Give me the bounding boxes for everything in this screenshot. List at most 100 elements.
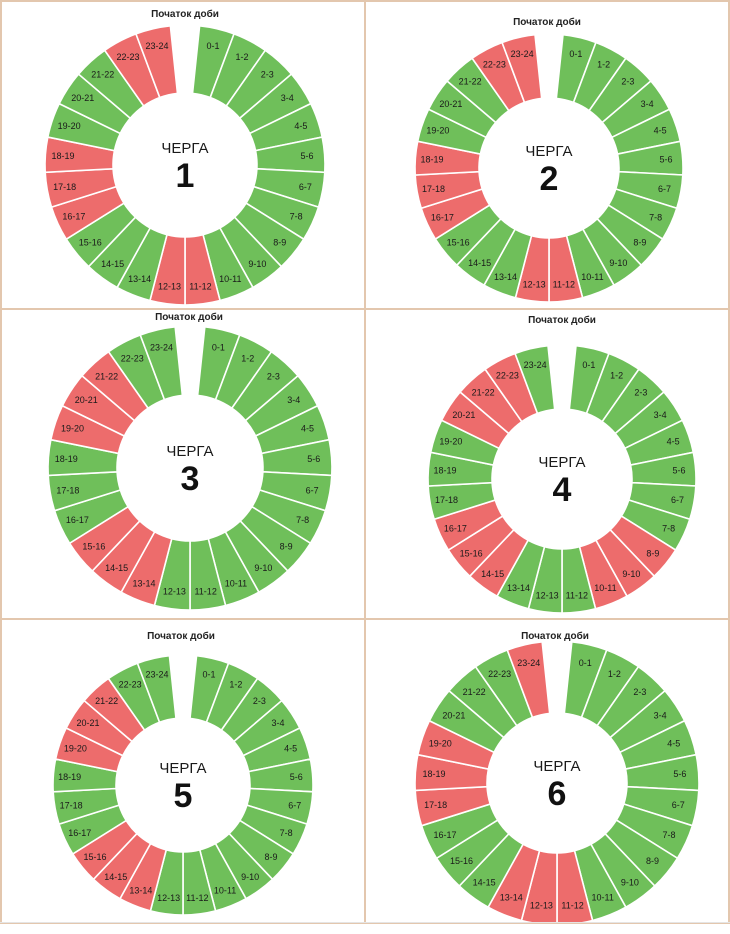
day-start-label: Початок доби [147,630,215,642]
queue-label: ЧЕРГА [533,758,580,775]
hour-label: 10-11 [594,583,616,593]
hour-label: 13-14 [494,272,517,282]
hour-label: 1-2 [610,370,623,380]
hour-label: 14-15 [105,563,128,573]
hour-label: 4-5 [294,121,307,131]
hour-label: 8-9 [633,237,646,247]
queue-panel-5: Початок доби 0-1 1-2 2-3 3-4 4-5 5-6 6-7 7-8 8-9 9… [0,618,366,924]
hour-label: 17-18 [435,495,458,505]
hour-label: 5-6 [307,454,320,464]
hour-label: 8-9 [646,856,659,866]
hour-label: 7-8 [649,212,662,222]
hour-label: 11-12 [194,586,216,596]
hour-label: 22-23 [496,370,519,380]
hour-label: 19-20 [64,744,87,754]
hour-label: 2-3 [633,687,646,697]
hour-label: 6-7 [672,800,685,810]
day-start-label: Початок доби [513,16,581,28]
hour-label: 17-18 [422,184,445,194]
hour-label: 16-17 [444,523,467,533]
hour-label: 12-13 [530,900,553,910]
hour-label: 17-18 [56,485,79,495]
hour-label: 17-18 [424,800,447,810]
hour-label: 6-7 [288,800,301,810]
hour-label: 13-14 [507,583,530,593]
hour-label: 10-11 [225,578,247,588]
hour-label: 19-20 [429,739,452,749]
hour-label: 15-16 [83,852,106,862]
queue-panel-3: Початок доби 0-1 1-2 2-3 3-4 4-5 5-6 6-7 7-8 8-9 9… [0,308,366,620]
hour-label: 13-14 [128,274,151,284]
hour-label: 15-16 [460,548,483,558]
hour-label: 1-2 [235,52,248,62]
hour-label: 3-4 [654,410,667,420]
hour-segment-23-24 [136,654,177,724]
hour-label: 6-7 [658,184,671,194]
hour-label: 7-8 [662,523,675,533]
queue-panel-1: Початок доби 0-1 1-2 2-3 3-4 4-5 5-6 6-7 7-8 8-9 9… [0,0,366,310]
hour-label: 7-8 [662,830,675,840]
queue-number: 3 [181,460,200,498]
queue-label: ЧЕРГА [525,143,572,160]
day-start-label: Початок доби [521,630,589,642]
hour-label: 23-24 [145,670,168,680]
bottom-strip [0,922,730,934]
hour-label: 23-24 [511,49,534,59]
hour-label: 5-6 [660,155,673,165]
day-start-label: Початок доби [528,314,596,326]
hour-label: 21-22 [463,687,486,697]
hour-label: 23-24 [524,360,547,370]
hour-label: 13-14 [133,578,156,588]
hour-label: 18-19 [55,454,78,464]
hour-label: 1-2 [608,669,621,679]
hour-label: 4-5 [667,739,680,749]
hour-label: 9-10 [241,872,259,882]
hour-label: 1-2 [241,353,254,363]
hour-label: 14-15 [104,872,127,882]
hour-label: 20-21 [442,711,465,721]
hour-label: 8-9 [264,852,277,862]
queue-label: ЧЕРГА [166,443,213,460]
hour-segment-23-24 [506,640,551,719]
hour-label: 8-9 [646,548,659,558]
hour-label: 4-5 [284,744,297,754]
hour-label: 3-4 [281,93,294,103]
hour-label: 12-13 [157,893,180,903]
hour-label: 9-10 [248,259,266,269]
hour-label: 9-10 [254,563,272,573]
hour-label: 21-22 [459,76,482,86]
hour-label: 6-7 [671,495,684,505]
hour-label: 9-10 [621,878,639,888]
hour-label: 17-18 [60,800,83,810]
hour-segment-23-24 [139,325,184,401]
queue-number: 5 [174,777,193,815]
hour-label: 15-16 [450,856,473,866]
hour-label: 11-12 [186,893,208,903]
hour-label: 1-2 [229,680,242,690]
hour-label: 22-23 [488,669,511,679]
hour-label: 5-6 [300,151,313,161]
hour-label: 7-8 [290,211,303,221]
hour-label: 20-21 [71,93,94,103]
hour-segment-23-24 [501,33,543,104]
hour-label: 1-2 [597,59,610,69]
hour-label: 8-9 [273,238,286,248]
hour-label: 16-17 [431,212,454,222]
hour-label: 3-4 [272,718,285,728]
hour-label: 21-22 [91,70,114,80]
hour-label: 3-4 [641,99,654,109]
queue-label: ЧЕРГА [161,140,208,157]
hour-label: 18-19 [433,466,456,476]
hour-label: 0-1 [569,49,582,59]
queue-donut-4: Початок доби 0-1 1-2 2-3 3-4 4-5 5-6 6-7 7-8 8-9 9… [427,314,697,614]
hour-label: 22-23 [483,59,506,69]
hour-label: 20-21 [75,395,98,405]
hour-label: 13-14 [129,886,152,896]
hour-label: 0-1 [212,342,225,352]
day-start-label: Початок доби [155,311,223,323]
hour-label: 2-3 [261,70,274,80]
hour-label: 18-19 [58,772,81,782]
hour-label: 10-11 [219,274,241,284]
hour-label: 20-21 [76,718,99,728]
hour-label: 14-15 [468,258,491,268]
